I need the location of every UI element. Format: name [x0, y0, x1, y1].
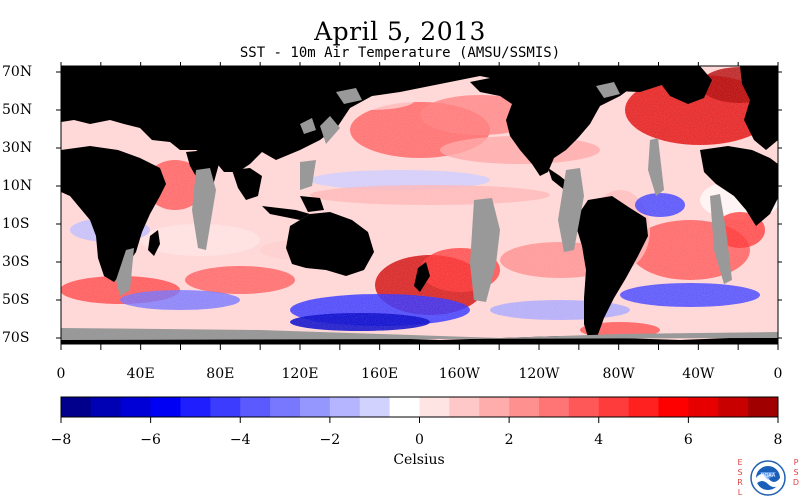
- map-ticks: [56, 62, 782, 350]
- longitude-label: 80E: [206, 366, 235, 382]
- colorbar-tick-label: −6: [140, 432, 161, 448]
- map-title: April 5, 2013: [314, 17, 486, 46]
- longitude-label: 120E: [281, 366, 319, 382]
- latitude-label: 70N: [2, 64, 33, 80]
- colorbar-swatch: [240, 397, 271, 417]
- colorbar-swatch: [688, 397, 719, 417]
- latitude-label: 10S: [2, 216, 30, 232]
- logo-letter: P: [793, 458, 799, 467]
- colorbar-swatch: [61, 397, 92, 417]
- longitude-label: 160E: [361, 366, 399, 382]
- colorbar: [61, 397, 779, 417]
- colorbar-tick-label: −2: [319, 432, 341, 448]
- latitude-label: 30S: [2, 254, 30, 270]
- map-subtitle: SST - 10m Air Temperature (AMSU/SSMIS): [239, 45, 561, 61]
- colorbar-tick-label: −8: [50, 432, 72, 448]
- colorbar-swatch: [300, 397, 331, 417]
- colorbar-swatch: [150, 397, 181, 417]
- colorbar-swatch: [568, 397, 600, 417]
- logo-letter: D: [792, 478, 800, 487]
- colorbar-tick-label: 6: [683, 432, 693, 448]
- colorbar-swatch: [479, 397, 510, 417]
- colorbar-swatch: [628, 397, 659, 417]
- colorbar-ticks: [60, 417, 779, 423]
- colorbar-tick-label: 0: [415, 432, 424, 448]
- colorbar-swatch: [419, 397, 450, 417]
- colorbar-swatch: [270, 397, 301, 417]
- colorbar-swatch: [718, 397, 749, 417]
- colorbar-swatch: [359, 397, 391, 417]
- longitude-label: 160W: [438, 366, 480, 382]
- longitude-label: 120W: [518, 366, 560, 382]
- latitude-label: 50N: [2, 102, 33, 118]
- colorbar-swatch: [90, 397, 122, 417]
- latitude-label: 10N: [2, 178, 33, 194]
- colorbar-swatch: [598, 397, 630, 417]
- colorbar-swatch: [180, 397, 211, 417]
- land-masses: [61, 66, 778, 344]
- colorbar-swatch: [449, 397, 480, 417]
- logo-letter: E: [737, 458, 743, 467]
- logo-letter: S: [737, 468, 743, 477]
- missing-data: [61, 82, 778, 340]
- latitude-label: 70S: [2, 330, 30, 346]
- colorbar-tick-label: 4: [594, 432, 604, 448]
- latitude-label: 50S: [2, 292, 30, 308]
- colorbar-swatch: [748, 397, 779, 417]
- longitude-label: 40E: [126, 366, 155, 382]
- colorbar-swatch: [539, 397, 570, 417]
- logo-letter: R: [737, 478, 743, 487]
- longitude-label: 0: [773, 366, 783, 382]
- longitude-label: 40W: [682, 366, 715, 382]
- colorbar-swatch: [329, 397, 361, 417]
- colorbar-tick-label: 2: [504, 432, 514, 448]
- longitude-label: 0: [56, 366, 66, 382]
- colorbar-tick-label: −4: [229, 432, 251, 448]
- colorbar-tick-label: 8: [773, 432, 783, 448]
- colorbar-swatch: [120, 397, 152, 417]
- longitude-label: 80W: [602, 366, 635, 382]
- colorbar-swatch: [389, 397, 420, 417]
- logo-letter: L: [737, 488, 743, 497]
- colorbar-swatch: [658, 397, 689, 417]
- colorbar-swatch: [210, 397, 241, 417]
- colorbar-swatch: [509, 397, 540, 417]
- noaa-emblem-icon: NOAA: [750, 460, 786, 496]
- latitude-label: 30N: [2, 140, 33, 156]
- noaa-emblem-text: NOAA: [761, 473, 776, 479]
- colorbar-units-label: Celsius: [393, 452, 445, 468]
- logo-letter: S: [793, 468, 799, 477]
- map-field: [61, 66, 778, 344]
